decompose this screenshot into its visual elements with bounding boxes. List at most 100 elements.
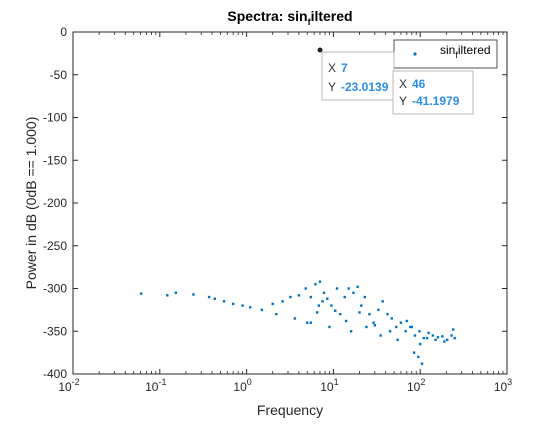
data-point: [315, 311, 319, 314]
data-point: [297, 294, 301, 297]
x-tick-label: 100: [233, 377, 251, 394]
data-point: [427, 331, 430, 335]
legend-box: [393, 39, 498, 69]
data-point: [373, 324, 377, 327]
data-point: [349, 330, 353, 333]
y-tick-label: -300: [43, 282, 67, 296]
x-tick-label: 101: [320, 377, 338, 394]
data-point: [293, 317, 297, 320]
data-point: [335, 287, 339, 290]
x-tick-label: 102: [407, 377, 425, 394]
datatip-1-x-value: 7: [341, 61, 348, 75]
data-point: [412, 351, 416, 354]
data-point: [425, 336, 429, 340]
data-point: [174, 291, 178, 294]
y-tick-label: -400: [43, 367, 67, 381]
y-tick-label: -100: [43, 111, 67, 125]
data-point: [368, 312, 371, 316]
data-point: [192, 293, 195, 296]
datatip-2-y-value: -41.1979: [412, 94, 460, 108]
data-point: [344, 319, 348, 323]
data-point: [334, 309, 337, 312]
data-point: [395, 325, 398, 329]
data-point: [386, 312, 389, 316]
data-point: [381, 300, 384, 303]
datatip-1-y-value: -23.0139: [341, 80, 389, 94]
data-point: [356, 285, 359, 288]
data-point: [271, 302, 274, 306]
data-points: [139, 280, 456, 365]
data-point: [365, 325, 368, 329]
data-point: [213, 297, 216, 300]
data-point: [413, 334, 417, 337]
data-point: [207, 295, 211, 299]
y-axis: 0 -50 -100 -150 -200 -250 -300 -350 -400: [43, 25, 507, 381]
datatip-1[interactable]: X 7 Y -23.0139: [317, 47, 395, 101]
data-point: [419, 342, 422, 346]
data-point: [396, 338, 399, 341]
x-axis: 10-2 10-1 100 101 102 103: [58, 32, 512, 394]
data-point: [309, 295, 313, 299]
datatip-2-box: [392, 70, 474, 115]
data-point: [343, 295, 346, 299]
data-point: [431, 334, 435, 337]
data-point: [436, 336, 440, 339]
data-point: [231, 302, 235, 306]
datatip-2-y-key: Y: [399, 94, 407, 108]
data-point: [434, 338, 437, 341]
data-point: [417, 355, 420, 359]
y-axis-title: Power in dB (0dB == 1.000): [23, 117, 39, 290]
y-tick-label: -200: [43, 196, 67, 210]
data-point: [422, 336, 425, 340]
y-tick-label: 0: [60, 25, 67, 39]
x-axis-title: Frequency: [257, 402, 323, 418]
data-point: [450, 334, 453, 337]
data-point: [281, 300, 284, 303]
datatip-2-x-key: X: [399, 77, 407, 91]
legend[interactable]: sinfiltered: [393, 39, 498, 69]
data-point: [443, 340, 446, 343]
datatip-1-box: [321, 51, 395, 101]
datatip-1-x-key: X: [328, 61, 336, 75]
data-point: [358, 311, 361, 314]
data-point: [446, 338, 449, 341]
data-point: [318, 280, 322, 283]
data-point: [409, 325, 412, 329]
data-point: [275, 312, 278, 316]
data-point: [399, 321, 403, 324]
data-point: [388, 330, 392, 333]
x-tick-label: 10-1: [145, 377, 166, 394]
y-tick-label: -50: [50, 68, 68, 82]
datatip-2-x-value: 46: [412, 77, 426, 91]
data-point: [339, 312, 342, 316]
data-point: [390, 317, 393, 320]
data-point: [241, 304, 244, 307]
data-point: [222, 300, 226, 303]
data-point: [441, 335, 444, 338]
chart-title: Spectra: sinfiltered: [227, 8, 352, 27]
data-point: [404, 330, 407, 333]
y-tick-label: -250: [43, 239, 67, 253]
datatip-1-y-key: Y: [328, 80, 336, 94]
data-point: [328, 325, 331, 329]
data-point: [418, 330, 421, 333]
legend-label: sinfiltered: [440, 43, 491, 60]
data-point: [372, 321, 375, 324]
x-tick-label: 103: [494, 377, 512, 394]
data-point: [166, 294, 169, 297]
datatip-2[interactable]: X 46 Y -41.1979: [392, 70, 474, 115]
legend-marker: [413, 52, 417, 56]
data-point: [304, 287, 307, 290]
datatip-1-marker: [317, 47, 323, 53]
y-tick-label: -350: [43, 324, 67, 338]
data-point: [405, 319, 408, 323]
data-point: [347, 287, 350, 290]
data-point: [363, 295, 366, 299]
data-point: [322, 291, 326, 294]
data-point: [260, 308, 264, 312]
data-point: [317, 304, 321, 307]
data-point: [314, 283, 317, 286]
data-point: [309, 321, 313, 324]
